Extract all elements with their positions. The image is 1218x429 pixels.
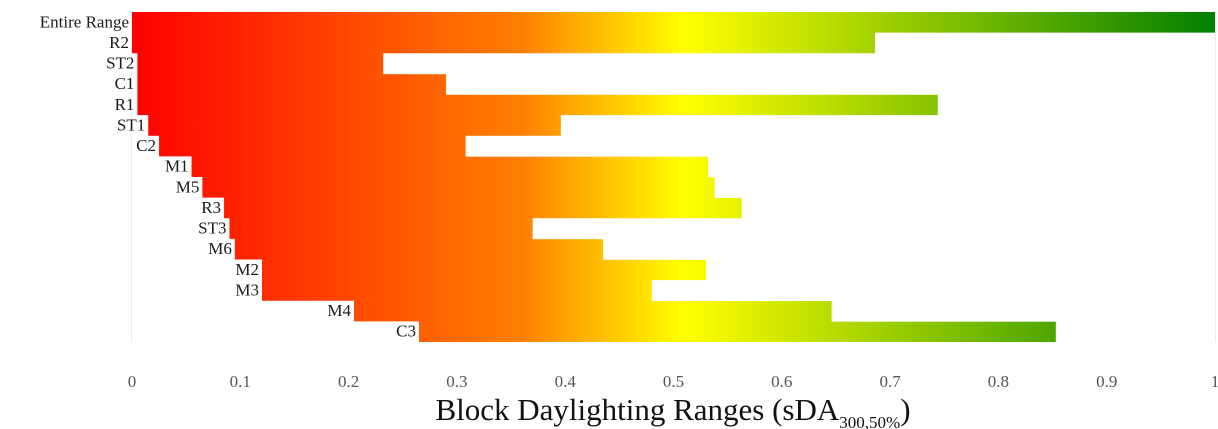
- range-mask-right: [874, 32, 1215, 54]
- x-tick-labels: 0 0.1 0.2 0.3 0.4 0.5 0.6 0.7 0.8 0.9 1: [128, 372, 1218, 391]
- range-mask-left: [132, 53, 138, 75]
- x-tick-label: 0.3: [446, 372, 467, 391]
- range-mask-right: [383, 53, 1216, 75]
- range-mask-left: [132, 197, 225, 219]
- range-mask-right: [1055, 321, 1215, 343]
- range-mask-right: [708, 156, 1215, 178]
- range-mask-left: [132, 115, 149, 137]
- range-mask-left: [132, 218, 230, 240]
- x-axis-title-close: ): [900, 392, 910, 427]
- category-label: ST3: [198, 219, 226, 238]
- category-labels: Entire RangeR2ST2C1R1ST1C2M1M5R3ST3M6M2M…: [40, 12, 416, 340]
- range-mask-right: [714, 177, 1215, 198]
- category-label: M5: [176, 177, 200, 196]
- range-mask-right: [603, 238, 1215, 260]
- category-label: M4: [327, 301, 351, 320]
- category-label: C1: [115, 74, 135, 93]
- range-mask-right: [446, 73, 1215, 95]
- category-label: ST2: [106, 54, 134, 73]
- x-tick-label: 0.4: [555, 372, 577, 391]
- range-mask-right: [937, 94, 1215, 116]
- range-mask-left: [132, 321, 419, 343]
- range-mask-left: [132, 135, 160, 157]
- x-tick-label: 0.5: [663, 372, 684, 391]
- range-mask-right: [560, 115, 1215, 137]
- category-label: C3: [396, 322, 416, 341]
- category-label: R1: [115, 95, 135, 114]
- category-label: Entire Range: [40, 12, 129, 31]
- x-tick-label: 0.8: [988, 372, 1009, 391]
- range-mask-left: [132, 259, 262, 281]
- x-tick-label: 0.6: [771, 372, 792, 391]
- range-mask-left: [132, 156, 192, 178]
- range-masks: [132, 32, 1216, 343]
- category-label: ST1: [117, 115, 145, 134]
- range-mask-right: [705, 259, 1215, 281]
- category-label: M1: [165, 157, 189, 176]
- x-tick-label: 0.7: [879, 372, 901, 391]
- category-label: C2: [136, 136, 156, 155]
- range-mask-right: [741, 197, 1215, 219]
- range-mask-left: [132, 177, 203, 198]
- category-label: M3: [235, 280, 259, 299]
- x-tick-label: 0.2: [338, 372, 359, 391]
- range-mask-left: [132, 73, 138, 95]
- x-axis-title-subscript: 300,50%: [839, 413, 900, 429]
- x-tick-label: 0.9: [1096, 372, 1117, 391]
- x-axis-title-main: Block Daylighting Ranges (sDA: [435, 392, 839, 427]
- x-tick-label: 1: [1211, 372, 1218, 391]
- range-mask-right: [651, 280, 1215, 302]
- range-mask-left: [132, 94, 138, 116]
- x-tick-label: 0: [128, 372, 137, 391]
- x-tick-label: 0.1: [230, 372, 251, 391]
- category-label: R3: [201, 198, 221, 217]
- range-mask-left: [132, 280, 262, 302]
- x-axis-title: Block Daylighting Ranges (sDA300,50%): [435, 392, 910, 429]
- category-label: M6: [208, 239, 232, 258]
- category-label: R2: [109, 33, 129, 52]
- range-mask-right: [465, 135, 1216, 157]
- range-mask-left: [132, 238, 235, 260]
- range-mask-left: [132, 300, 355, 322]
- category-label: M2: [235, 260, 259, 279]
- range-mask-right: [831, 300, 1215, 322]
- range-mask-right: [532, 218, 1215, 240]
